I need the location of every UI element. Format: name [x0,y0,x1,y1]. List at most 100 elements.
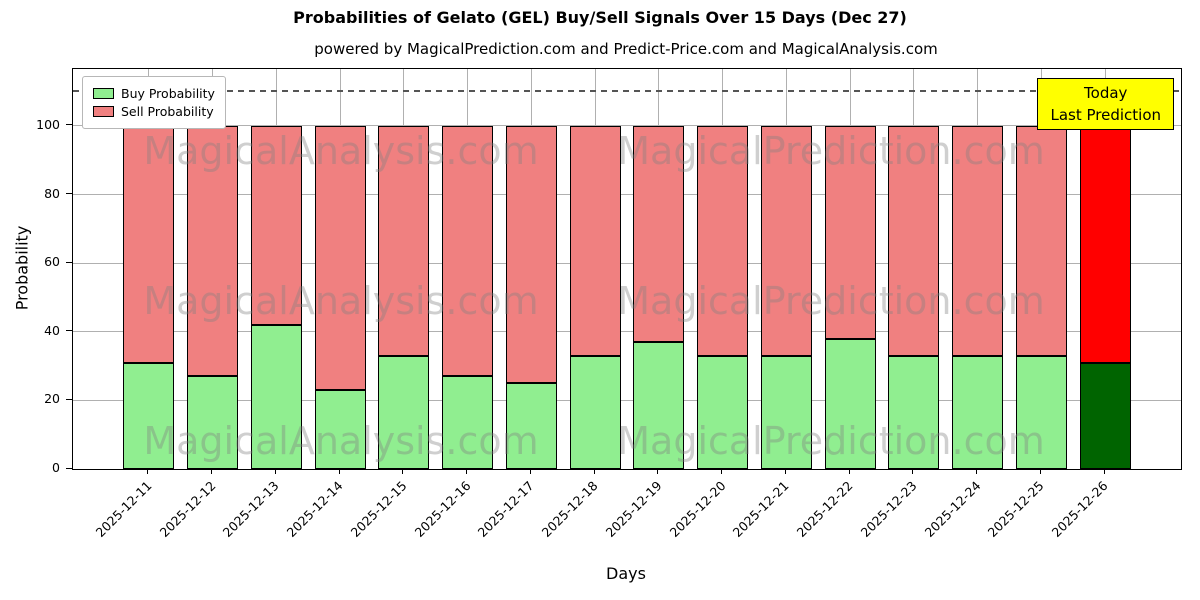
x-tick-label: 2025-12-15 [347,478,410,540]
legend-item-buy: Buy Probability [93,86,215,101]
buy-segment [378,355,430,469]
buy-segment [952,355,1004,469]
buy-segment [505,383,557,469]
x-tick [848,469,850,474]
y-tick-label: 0 [52,460,60,475]
h-gridline [73,331,1181,333]
h-gridline [73,399,1181,401]
sell-segment [760,125,812,356]
x-tick [211,469,213,474]
bar-2025-12-23 [888,125,940,469]
x-tick-label: 2025-12-25 [984,478,1047,540]
legend-item-sell: Sell Probability [93,104,215,119]
y-tick [66,398,72,400]
legend-label-buy: Buy Probability [121,86,215,101]
x-tick [976,469,978,474]
bar-2025-12-25 [1015,125,1067,469]
buy-segment [314,390,366,469]
annotation-line-1: Today [1084,84,1128,102]
x-tick [402,469,404,474]
bar-2025-12-11 [123,125,175,469]
buy-segment [633,342,685,469]
buy-segment [760,355,812,469]
x-tick-label: 2025-12-24 [921,478,984,540]
sell-segment [697,125,749,356]
buy-segment [123,362,175,469]
x-tick-label: 2025-12-21 [729,478,792,540]
plot-area: MagicalAnalysis.com MagicalPrediction.com… [72,68,1182,470]
buy-segment [569,355,621,469]
bar-2025-12-12 [187,125,239,469]
x-tick [1039,469,1041,474]
x-tick-label: 2025-12-14 [283,478,346,540]
y-tick [66,193,72,195]
sell-segment [569,125,621,356]
chart-title: Probabilities of Gelato (GEL) Buy/Sell S… [293,8,907,27]
buy-segment [888,355,940,469]
buy-probability-swatch [93,88,114,99]
sell-segment [505,125,557,384]
x-axis-label: Days [606,564,646,583]
dashed-threshold-line [73,90,1181,92]
buy-segment [1079,362,1131,469]
x-tick-label: 2025-12-20 [666,478,729,540]
bar-2025-12-17 [505,125,557,469]
sell-segment [633,125,685,343]
x-tick [274,469,276,474]
x-tick-label: 2025-12-23 [857,478,920,540]
x-tick-label: 2025-12-17 [474,478,537,540]
buy-segment [697,355,749,469]
x-tick [784,469,786,474]
y-tick-label: 40 [44,322,60,338]
sell-segment [888,125,940,356]
y-tick [66,330,72,332]
y-tick-label: 100 [36,116,60,132]
x-tick-label: 2025-12-22 [793,478,856,540]
buy-segment [442,376,494,469]
bar-2025-12-13 [250,125,302,469]
legend: Buy Probability Sell Probability [82,76,226,129]
h-gridline [73,125,1181,127]
y-tick [66,261,72,263]
bar-2025-12-18 [569,125,621,469]
h-gridline [73,194,1181,196]
y-tick [66,124,72,126]
sell-segment [1079,125,1131,363]
y-tick-label: 60 [44,254,60,270]
x-tick [593,469,595,474]
bar-2025-12-14 [314,125,366,469]
x-tick [529,469,531,474]
sell-segment [314,125,366,391]
x-tick [721,469,723,474]
sell-probability-swatch [93,106,114,117]
bar-2025-12-19 [633,125,685,469]
sell-segment [187,125,239,377]
bar-2025-12-24 [952,125,1004,469]
bar-2025-12-22 [824,125,876,469]
legend-label-sell: Sell Probability [121,104,214,119]
x-tick [466,469,468,474]
x-tick [338,469,340,474]
x-tick-label: 2025-12-26 [1048,478,1111,540]
x-tick [657,469,659,474]
x-tick [1103,469,1105,474]
sell-segment [952,125,1004,356]
buy-segment [824,338,876,469]
x-tick-label: 2025-12-12 [156,478,219,540]
buy-segment [187,376,239,469]
chart-subtitle: powered by MagicalPrediction.com and Pre… [314,40,938,58]
y-tick-label: 20 [44,391,60,407]
today-annotation-box: Today Last Prediction [1037,78,1174,130]
y-tick [66,467,72,469]
x-tick-label: 2025-12-13 [219,478,282,540]
sell-segment [1015,125,1067,356]
sell-segment [378,125,430,356]
sell-segment [442,125,494,377]
y-tick-label: 80 [44,185,60,201]
x-tick-label: 2025-12-11 [92,478,155,540]
x-tick-label: 2025-12-16 [411,478,474,540]
x-tick [147,469,149,474]
sell-segment [824,125,876,339]
x-tick [912,469,914,474]
